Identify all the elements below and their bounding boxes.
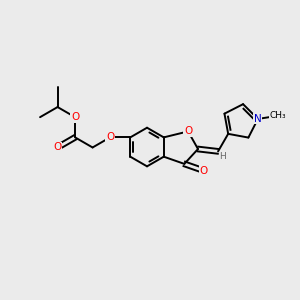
Text: N: N	[254, 114, 262, 124]
Text: CH₃: CH₃	[269, 111, 286, 120]
Text: O: O	[184, 126, 192, 136]
Text: O: O	[199, 166, 208, 176]
Text: H: H	[219, 152, 226, 161]
Text: O: O	[106, 132, 114, 142]
Text: O: O	[53, 142, 62, 152]
Text: O: O	[71, 112, 79, 122]
